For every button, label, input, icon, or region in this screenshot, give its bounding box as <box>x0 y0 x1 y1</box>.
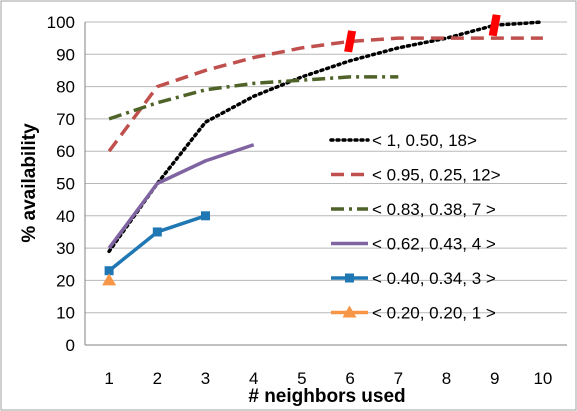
y-axis-title: % availability <box>19 123 40 243</box>
y-tick-label: 80 <box>56 78 75 97</box>
x-tick-label: 9 <box>490 369 499 388</box>
series-lines <box>102 20 545 286</box>
data-point <box>104 266 114 276</box>
y-tick-labels: 0 10 20 30 40 50 60 70 80 90 100 <box>47 13 75 355</box>
y-tick-label: 70 <box>56 110 75 129</box>
legend-label: < 1, 0.50, 18> <box>372 131 477 150</box>
legend-label: < 0.95, 0.25, 12> <box>372 166 501 185</box>
y-tick-label: 30 <box>56 239 75 258</box>
data-point <box>152 227 162 237</box>
axes <box>84 22 567 346</box>
legend-label: < 0.83, 0.38, 7 > <box>372 200 496 219</box>
x-tick-label: 8 <box>442 369 451 388</box>
y-tick-label: 90 <box>56 45 75 64</box>
y-tick-label: 50 <box>56 175 75 194</box>
y-tick-label: 0 <box>66 336 75 355</box>
series-line <box>108 75 399 121</box>
x-tick-label: 4 <box>249 369 258 388</box>
legend-label: < 0.62, 0.43, 4 > <box>372 235 496 254</box>
series-line <box>107 36 543 153</box>
series-line <box>107 20 545 254</box>
x-tick-label: 10 <box>533 369 552 388</box>
y-tick-label: 10 <box>56 304 75 323</box>
break-marks <box>344 14 501 53</box>
x-tick-label: 3 <box>201 369 210 388</box>
data-point <box>102 273 117 286</box>
data-point <box>342 305 357 318</box>
y-tick-label: 100 <box>47 13 75 32</box>
y-tick-label: 40 <box>56 207 75 226</box>
data-point <box>201 211 210 221</box>
x-tick-labels: 1 2 3 4 5 6 7 8 9 10 <box>104 369 552 388</box>
data-point <box>345 273 354 283</box>
x-tick-label: 6 <box>345 369 354 388</box>
x-tick-label: 1 <box>104 369 113 388</box>
break-mark <box>488 14 501 37</box>
x-tick-label: 5 <box>297 369 306 388</box>
x-tick-label: 2 <box>153 369 162 388</box>
legend-label: < 0.20, 0.20, 1 > <box>372 304 496 323</box>
legend-label: < 0.40, 0.34, 3 > <box>372 269 496 288</box>
legend: < 1, 0.50, 18> < 0.95, 0.25, 12> < 0.83, 0… <box>329 131 501 323</box>
y-tick-label: 20 <box>56 271 75 290</box>
gridlines <box>85 21 567 314</box>
break-mark <box>344 30 357 53</box>
x-tick-label: 7 <box>394 369 403 388</box>
series-line <box>107 143 255 250</box>
y-tick-label: 60 <box>56 142 75 161</box>
x-axis-title: # neighbors used <box>248 386 405 407</box>
